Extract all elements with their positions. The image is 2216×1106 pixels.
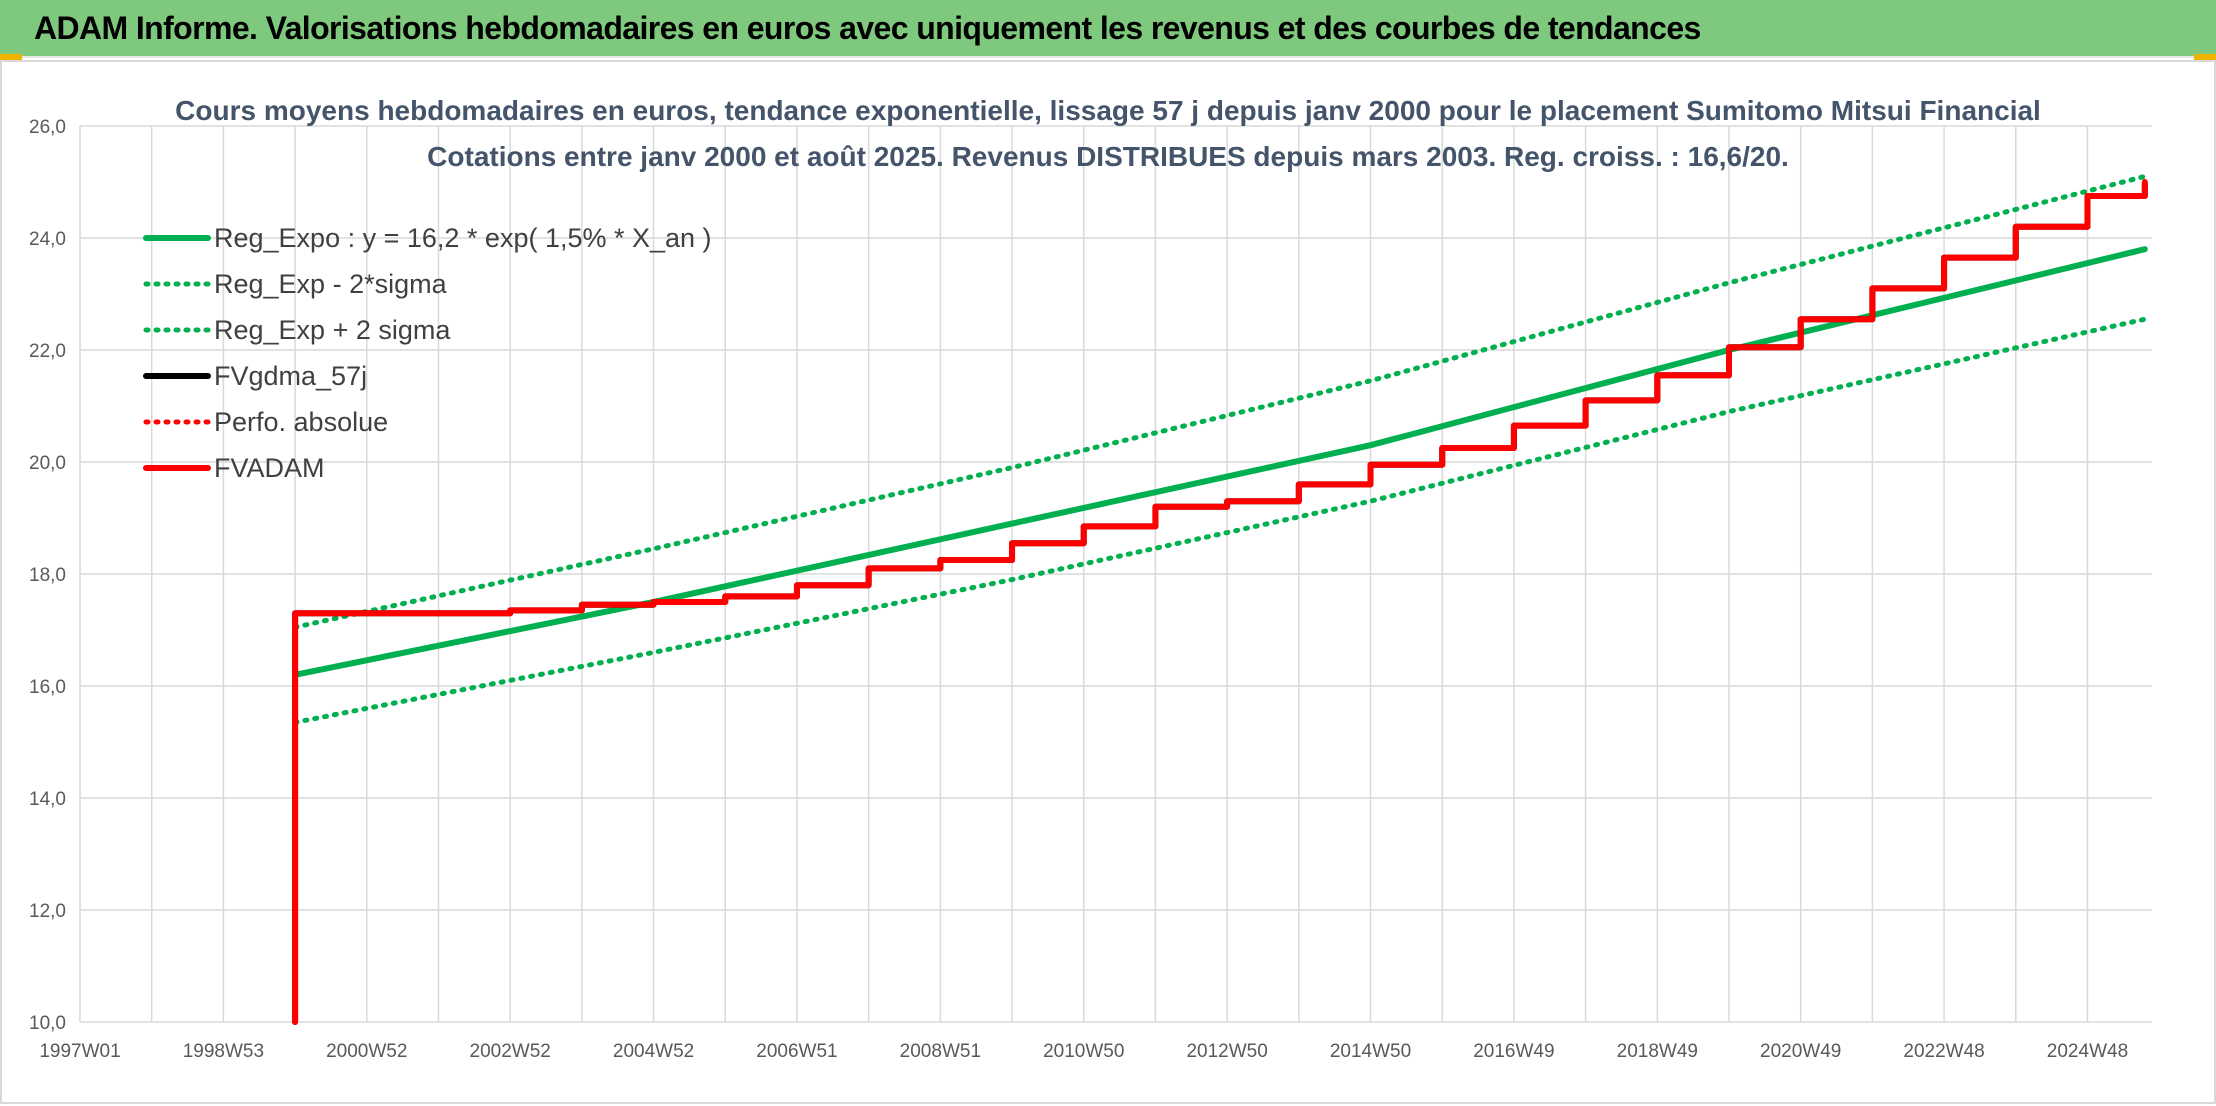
x-tick-label: 2016W49	[1473, 1041, 1554, 1062]
legend-label-1: Reg_Exp - 2*sigma	[214, 269, 448, 299]
series-line-5	[292, 179, 2148, 1025]
y-tick-label: 12,0	[29, 901, 66, 922]
chart-frame	[0, 60, 2216, 1104]
grid	[79, 125, 2152, 1023]
y-tick-label: 14,0	[29, 789, 66, 810]
y-tick-label: 24,0	[29, 229, 66, 250]
x-tick-label: 2000W52	[326, 1041, 407, 1062]
chart-title-line-2: Cotations entre janv 2000 et août 2025. …	[427, 141, 1789, 172]
y-tick-label: 16,0	[29, 677, 66, 698]
x-tick-label: 2024W48	[2047, 1041, 2128, 1062]
y-tick-label: 26,0	[29, 117, 66, 138]
series-line-1	[292, 316, 2148, 725]
corner-mark-left	[0, 54, 22, 60]
x-tick-label: 2012W50	[1186, 1041, 1267, 1062]
x-tick-label: 2022W48	[1903, 1041, 1984, 1062]
legend: Reg_Expo : y = 16,2 * exp( 1,5% * X_an )…	[143, 223, 712, 483]
x-tick-label: 2004W52	[613, 1041, 694, 1062]
report-header: ADAM Informe. Valorisations hebdomadaire…	[0, 0, 2216, 58]
y-tick-label: 18,0	[29, 565, 66, 586]
y-tick-label: 22,0	[29, 341, 66, 362]
series-line-4	[292, 182, 2148, 1025]
x-tick-label: 2002W52	[470, 1041, 551, 1062]
series-line-2	[292, 173, 2148, 630]
legend-label-4: Perfo. absolue	[214, 407, 388, 437]
corner-mark-right	[2194, 54, 2216, 60]
legend-label-5: FVADAM	[214, 453, 325, 483]
y-tick-label: 20,0	[29, 453, 66, 474]
series-lines	[292, 173, 2148, 1025]
legend-label-0: Reg_Expo : y = 16,2 * exp( 1,5% * X_an )	[214, 223, 712, 253]
x-tick-label: 2010W50	[1043, 1041, 1124, 1062]
x-tick-label: 2020W49	[1760, 1041, 1841, 1062]
x-tick-label: 2014W50	[1330, 1041, 1411, 1062]
x-tick-label: 2018W49	[1617, 1041, 1698, 1062]
series-line-3	[292, 181, 2148, 1025]
x-tick-label: 2008W51	[900, 1041, 981, 1062]
x-tick-label: 1998W53	[183, 1041, 264, 1062]
chart-title-line-1: Cours moyens hebdomadaires en euros, ten…	[175, 95, 2041, 126]
legend-label-3: FVgdma_57j	[214, 361, 367, 391]
x-tick-label: 2006W51	[756, 1041, 837, 1062]
x-tick-label: 1997W01	[39, 1041, 120, 1062]
report-title: ADAM Informe. Valorisations hebdomadaire…	[34, 9, 1701, 46]
y-tick-label: 10,0	[29, 1013, 66, 1034]
legend-label-2: Reg_Exp + 2 sigma	[214, 315, 451, 345]
axes: 10,0 12,0 14,0 16,0 18,0 20,0 22,0 24,0 26,0 1997…	[29, 117, 2128, 1062]
